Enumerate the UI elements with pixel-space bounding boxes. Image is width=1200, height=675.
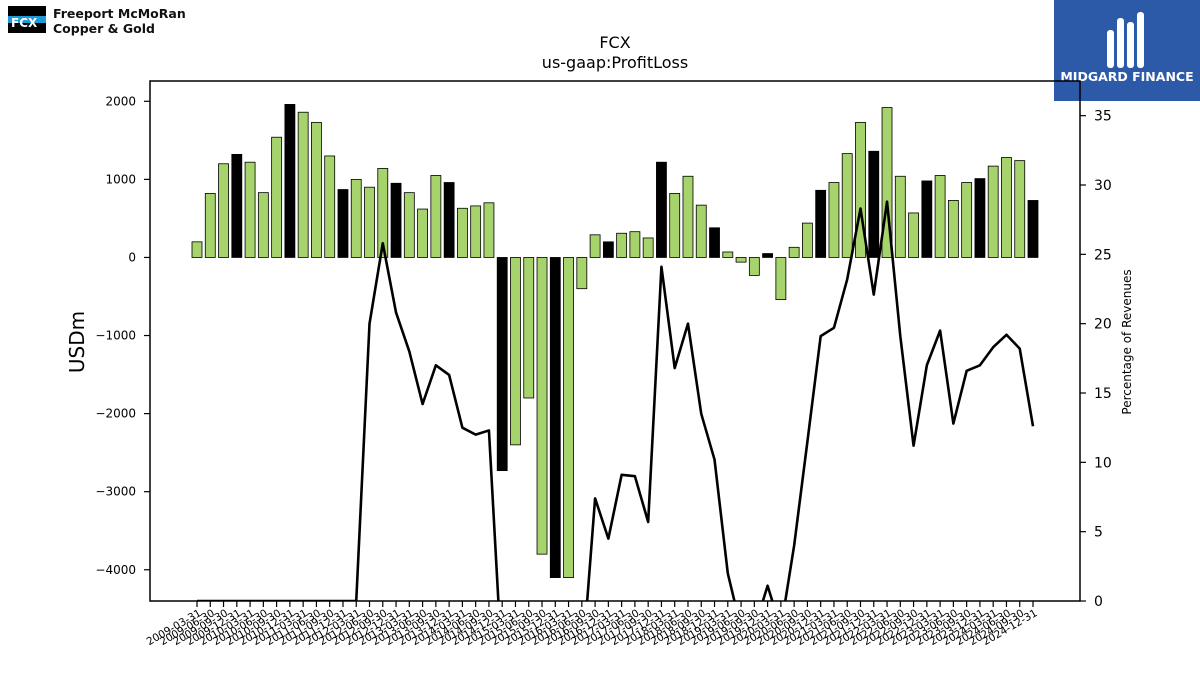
bar-2018-12-31	[709, 227, 720, 258]
bar-2010-09-30	[271, 136, 283, 258]
bar-2019-09-30	[748, 257, 760, 276]
y2-tick-label: 25	[1094, 247, 1112, 263]
bar-2021-03-31	[828, 182, 840, 258]
bar-2011-06-30	[311, 121, 322, 258]
bar-2021-09-30	[855, 121, 866, 258]
y-axis-label: USDm	[65, 311, 89, 373]
bar-2020-03-31	[775, 257, 787, 301]
y2-axis-label: Percentage of Revenues	[1120, 269, 1134, 414]
bar-2016-03-31	[563, 257, 574, 578]
axes	[144, 80, 1086, 607]
bar-2021-12-31	[868, 150, 880, 258]
bar-2015-03-31	[510, 257, 521, 446]
y-tick-label: −4000	[95, 563, 136, 577]
bar-2024-09-30	[1014, 160, 1026, 258]
bar-2012-12-31	[390, 182, 402, 258]
y-tick-label: 0	[128, 250, 136, 264]
bar-2014-06-30	[470, 205, 482, 258]
bar-2014-09-30	[483, 202, 495, 258]
y2-tick-label: 20	[1094, 317, 1112, 333]
bar-2013-03-31	[403, 192, 415, 258]
y2-tick-label: 10	[1094, 455, 1112, 471]
bar-2016-09-30	[589, 234, 601, 258]
y-tick-label: 1000	[105, 172, 136, 186]
chart-title: FCX	[599, 33, 630, 52]
bar-2022-03-31	[881, 107, 893, 258]
bar-2024-03-31	[987, 165, 999, 258]
bar-2011-09-30	[324, 155, 336, 258]
bar-2012-03-31	[350, 178, 362, 258]
svg-text:FCX: FCX	[11, 16, 38, 30]
bar-2019-03-31	[722, 251, 734, 258]
bar-2017-12-31	[656, 161, 667, 258]
bar-2019-06-30	[735, 257, 747, 263]
bar-2010-12-31	[284, 104, 296, 258]
y-tick-label: −2000	[95, 407, 136, 421]
y2-tick-label: 5	[1094, 525, 1103, 541]
bar-2017-06-30	[629, 231, 641, 258]
bar-2010-06-30	[257, 192, 269, 258]
bar-2014-03-31	[456, 207, 468, 258]
bar-2009-12-31	[231, 153, 243, 258]
y-tick-label: −1000	[95, 329, 136, 343]
bar-2023-06-30	[947, 200, 959, 258]
y-tick-label: −3000	[95, 485, 136, 499]
bar-2013-06-30	[417, 208, 428, 258]
y2-tick-label: 15	[1094, 386, 1112, 402]
bar-2009-09-30	[218, 163, 229, 258]
company-name-line1: Freeport McMoRan	[53, 6, 186, 21]
bar-2014-12-31	[496, 257, 508, 472]
line-series	[197, 200, 1035, 601]
bar-2016-06-30	[576, 257, 588, 290]
bar-2019-12-31	[762, 253, 773, 258]
y-tick-label: 2000	[105, 94, 136, 108]
bar-2021-06-30	[841, 153, 853, 258]
bar-2018-09-30	[695, 204, 707, 258]
tick-labels: 2000 1000 0 −1000 −2000 −3000 −4000 0 5 10 15 20 25 3…	[95, 94, 1111, 648]
bar-2020-06-30	[788, 246, 800, 258]
bar-2009-06-30	[204, 193, 216, 258]
midgard-brand-panel: MIDGARD FINANCE	[1054, 0, 1200, 101]
y2-tick-label: 0	[1094, 594, 1103, 610]
bar-2024-06-30	[1001, 157, 1012, 258]
bar-2023-03-31	[934, 175, 946, 258]
bar-2024-12-31	[1027, 200, 1039, 258]
bar-2018-03-31	[669, 193, 681, 258]
bar-2009-03-31	[191, 241, 203, 258]
bar-2013-12-31	[443, 182, 455, 258]
company-name-line2: Copper & Gold	[53, 21, 155, 36]
bar-series	[191, 104, 1039, 578]
bar-2023-09-30	[961, 182, 973, 258]
bar-2023-12-31	[974, 178, 986, 258]
bar-2022-09-30	[908, 212, 919, 258]
bar-2015-06-30	[523, 257, 535, 399]
chart-subtitle: us-gaap:ProfitLoss	[542, 53, 688, 72]
bar-2017-03-31	[616, 232, 628, 258]
freeport-logo: FCX Freeport McMoRan Copper & Gold	[8, 6, 223, 40]
bar-2016-12-31	[602, 241, 614, 258]
percentage-line	[197, 200, 1035, 601]
bar-2015-12-31	[549, 257, 561, 578]
bar-2015-09-30	[536, 257, 548, 555]
bar-2011-12-31	[337, 189, 349, 258]
plot-frame	[149, 80, 1081, 602]
bar-2018-06-30	[682, 175, 694, 258]
bar-2012-09-30	[377, 168, 389, 258]
midgard-logo-icon	[1107, 12, 1144, 68]
bar-2020-12-31	[815, 189, 827, 258]
y2-tick-label: 30	[1094, 178, 1112, 194]
bar-2022-06-30	[894, 175, 906, 258]
brand-name: MIDGARD FINANCE	[1060, 69, 1193, 84]
bar-2010-03-31	[244, 161, 256, 258]
bar-2022-12-31	[921, 180, 933, 258]
bar-2011-03-31	[297, 111, 309, 258]
bar-2013-09-30	[430, 175, 442, 258]
y2-tick-label: 35	[1094, 109, 1112, 125]
bar-2017-09-30	[642, 237, 654, 258]
bar-2020-09-30	[802, 222, 813, 258]
bar-2012-06-30	[364, 186, 375, 258]
